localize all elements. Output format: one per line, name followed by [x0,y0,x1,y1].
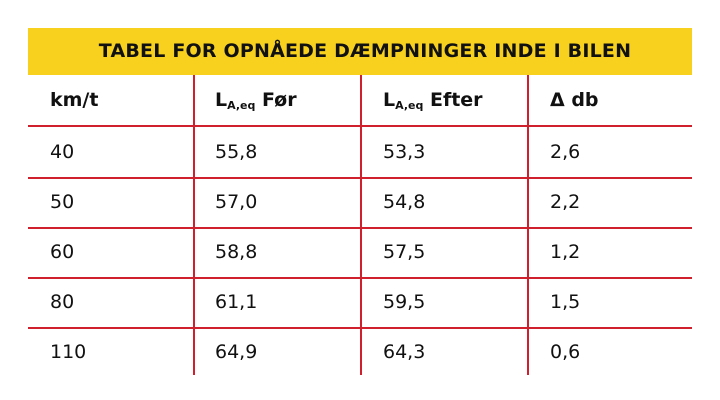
table-cell: 80 [50,291,75,313]
table-cell: 2,2 [550,191,581,213]
table-title: TABEL FOR OPNÅEDE DÆMPNINGER INDE I BILE… [98,40,632,62]
column-header: Δ db [550,75,599,125]
table-cell: 55,8 [215,141,258,163]
column-divider [193,75,195,375]
table-cell: 50 [50,191,75,213]
table-cell: 60 [50,241,75,263]
column-header: LA,eq Før [215,75,297,125]
table-cell: 1,5 [550,291,581,313]
table-cell: 2,6 [550,141,581,163]
table-cell: 61,1 [215,291,258,313]
table-cell: 54,8 [383,191,426,213]
column-header: km/t [50,75,98,125]
table-cell: 53,3 [383,141,426,163]
table-cell: 59,5 [383,291,426,313]
table-cell: 1,2 [550,241,581,263]
header-subscript: A,eq [227,99,256,112]
table-cell: 0,6 [550,341,581,363]
header-text: Før [261,89,297,111]
table-cell: 58,8 [215,241,258,263]
header-text: L [383,89,396,111]
header-text: Δ db [550,89,599,111]
header-text: Efter [429,89,483,111]
table-cell: 57,0 [215,191,258,213]
header-text: km/t [50,89,99,111]
header-subscript: A,eq [395,99,424,112]
table-cell: 64,3 [383,341,426,363]
table-cell: 40 [50,141,75,163]
column-header: LA,eq Efter [383,75,483,125]
table-cell: 57,5 [383,241,426,263]
column-divider [527,75,529,375]
column-divider [360,75,362,375]
table-cell: 64,9 [215,341,258,363]
header-text: L [215,89,228,111]
table-cell: 110 [50,341,87,363]
title-banner [28,28,692,75]
